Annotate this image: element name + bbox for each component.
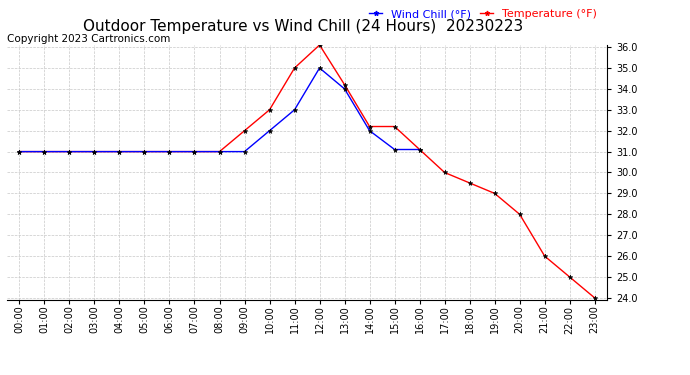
Text: Copyright 2023 Cartronics.com: Copyright 2023 Cartronics.com — [7, 34, 170, 44]
Legend: Wind Chill (°F), Temperature (°F): Wind Chill (°F), Temperature (°F) — [364, 4, 602, 24]
Text: Outdoor Temperature vs Wind Chill (24 Hours)  20230223: Outdoor Temperature vs Wind Chill (24 Ho… — [83, 19, 524, 34]
